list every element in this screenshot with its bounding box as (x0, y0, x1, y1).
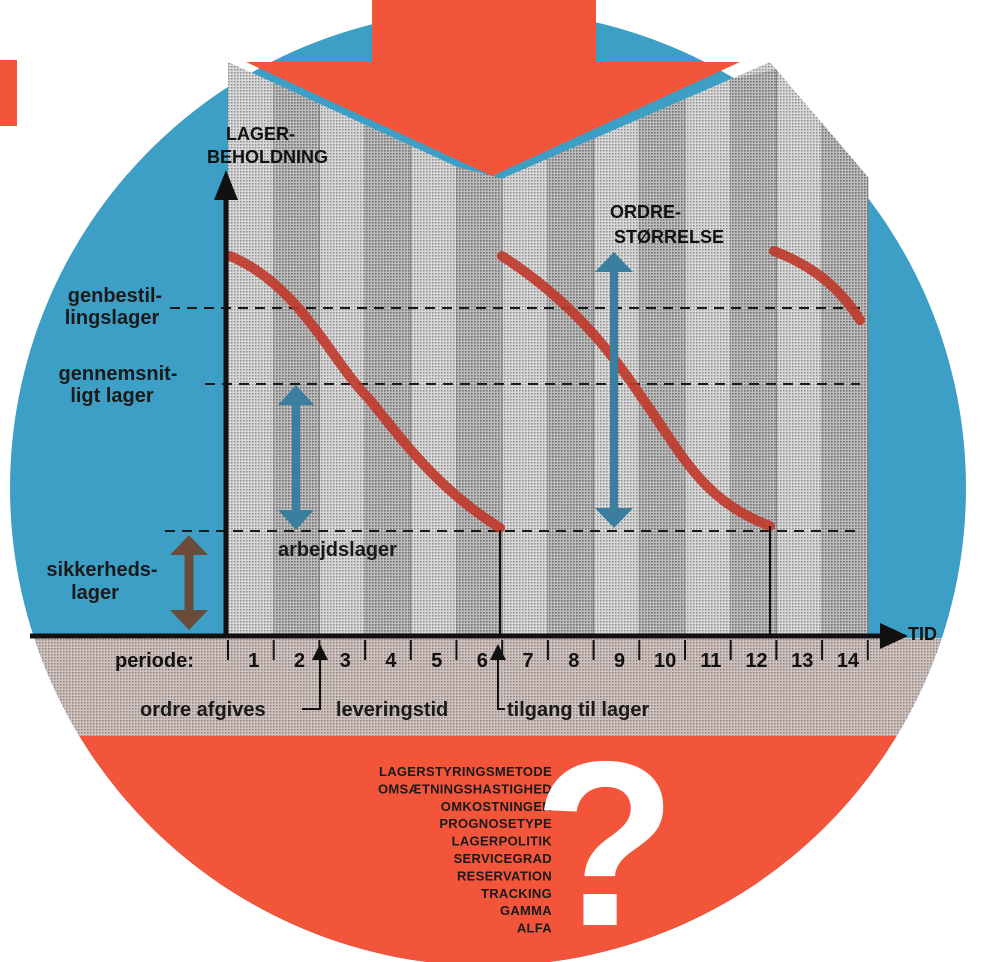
working-stock-label: arbejdslager (278, 539, 397, 561)
y-axis-arrow (214, 170, 238, 200)
order-placed-marker (302, 650, 321, 710)
topic-item: OMSÆTNINGSHASTIGHED (378, 781, 552, 796)
lead-time-label: leveringstid (336, 699, 448, 721)
period-number: 10 (654, 650, 676, 672)
period-stripe (547, 138, 594, 636)
period-numbers: 1 2 3 4 5 6 7 8 9 10 11 12 13 14 (248, 650, 860, 672)
level-lines (165, 307, 860, 532)
topic-item: LAGERSTYRINGSMETODE (379, 764, 552, 779)
order-placed-arrowhead (312, 644, 328, 660)
order-size-label: ORDRE- STØRRELSE (610, 202, 724, 247)
period-number: 7 (522, 650, 533, 672)
period-stripe (639, 98, 685, 637)
period-stripe (730, 69, 777, 636)
period-number: 9 (614, 650, 625, 672)
topic-item: LAGERPOLITIK (452, 834, 553, 849)
period-number: 13 (791, 650, 813, 672)
order-size-label-line2: STØRRELSE (614, 227, 724, 247)
period-number: 12 (745, 650, 767, 672)
receipt-arrowhead (490, 644, 506, 660)
left-tab (0, 60, 17, 126)
x-ticks (227, 640, 869, 660)
top-arrow (246, 0, 740, 176)
period-number: 6 (477, 650, 488, 672)
receipt-marker (497, 650, 505, 710)
period-stripe (456, 166, 503, 636)
order-size-arrow (595, 252, 633, 528)
order-size-label-line1: ORDRE- (610, 202, 681, 222)
safety-label-line1: sikkerheds- (46, 559, 157, 581)
topic-item: SERVICEGRAD (454, 851, 552, 866)
average-label-line1: gennemsnit- (59, 363, 178, 385)
period-number: 5 (431, 650, 442, 672)
topic-item: OMKOSTNINGER (441, 799, 553, 814)
timeline-markers (302, 650, 505, 710)
period-number: 11 (700, 650, 721, 672)
period-stripe (365, 124, 411, 637)
curve-cycle-1 (225, 251, 505, 533)
reorder-label-line1: genbestil- (68, 285, 162, 307)
x-axis-label: TID (908, 624, 937, 644)
curve-cycle-3 (769, 246, 865, 325)
timeline-band (10, 638, 966, 736)
period-number: 3 (340, 650, 351, 672)
topic-item: GAMMA (500, 903, 552, 918)
safety-label-line2: lager (71, 582, 119, 604)
curve-cycle-2 (497, 251, 775, 531)
x-axis-arrow (880, 623, 908, 649)
period-label: periode: (115, 650, 194, 672)
topic-item: RESERVATION (457, 868, 552, 883)
level-labels: genbestil- lingslager gennemsnit- ligt l… (46, 285, 177, 604)
topic-item: TRACKING (481, 886, 552, 901)
chart-area (228, 62, 869, 637)
period-stripe (273, 82, 320, 637)
period-stripe (822, 123, 868, 636)
working-stock-arrow (278, 385, 314, 530)
period-number: 4 (385, 650, 397, 672)
timeline-labels: ordre afgives leveringstid tilgang til l… (140, 699, 649, 721)
receipt-label: tilgang til lager (507, 699, 649, 721)
period-number: 2 (294, 650, 305, 672)
topic-list: LAGERSTYRINGSMETODE OMSÆTNINGSHASTIGHED OM… (378, 764, 552, 936)
period-stripes (273, 69, 869, 637)
reorder-label-line2: lingslager (65, 307, 160, 329)
y-axis-label-line1: LAGER- (226, 124, 295, 144)
safety-stock-arrow (170, 535, 208, 630)
y-axis-label-line2: BEHOLDNING (207, 147, 328, 167)
y-axis-label: LAGER- BEHOLDNING (207, 124, 328, 167)
period-number: 14 (837, 650, 860, 672)
topic-item: ALFA (517, 921, 552, 936)
period-number: 8 (568, 650, 579, 672)
inventory-curves (225, 246, 865, 533)
order-placed-label: ordre afgives (140, 699, 266, 721)
question-mark: ? (533, 712, 677, 962)
period-number: 1 (248, 650, 259, 672)
average-label-line2: ligt lager (70, 385, 154, 407)
topic-item: PROGNOSETYPE (439, 816, 552, 831)
